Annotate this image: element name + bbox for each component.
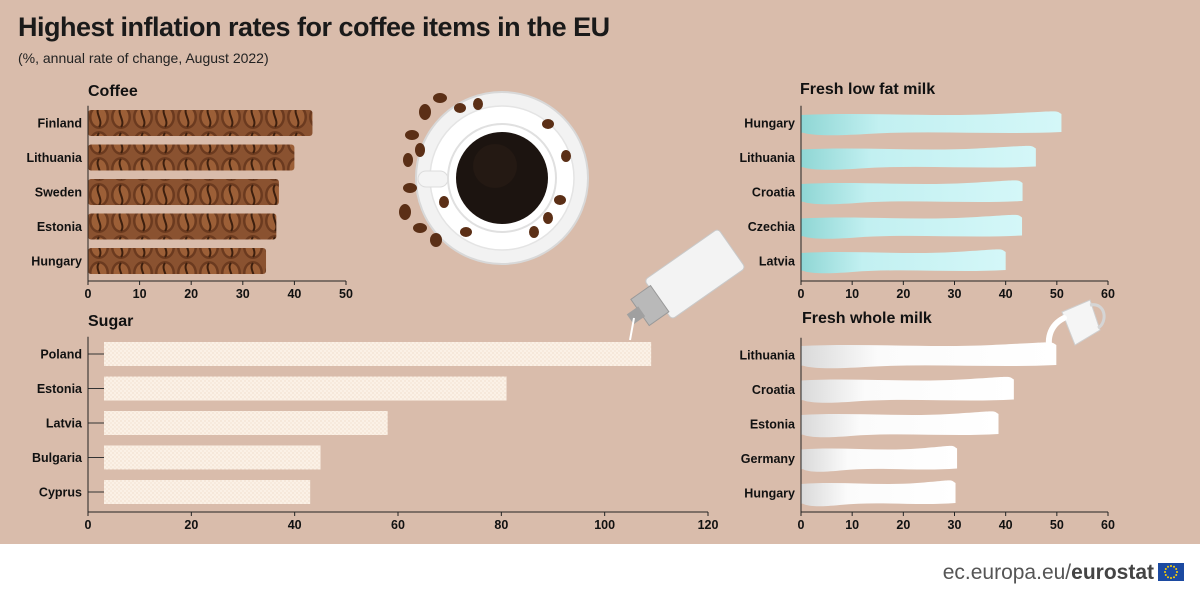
bar-fresh-low-fat-milk-hungary (801, 111, 1062, 136)
category-label-sweden: Sweden (35, 186, 82, 200)
category-label-lithuania: Lithuania (739, 349, 796, 363)
x-tick-label-sugar-100: 100 (594, 518, 615, 532)
category-label-croatia: Croatia (752, 383, 796, 397)
bar-fresh-low-fat-milk-czechia (801, 214, 1023, 239)
category-label-latvia: Latvia (759, 255, 796, 269)
x-tick-label-sugar-60: 60 (391, 518, 405, 532)
bar-fresh-whole-milk-lithuania (801, 342, 1057, 369)
page-subtitle: (%, annual rate of change, August 2022) (18, 50, 269, 66)
category-label-bulgaria: Bulgaria (32, 451, 83, 465)
x-tick-label-fresh-low-fat-milk-40: 40 (999, 287, 1013, 301)
x-tick-label-sugar-120: 120 (698, 518, 719, 532)
category-label-croatia: Croatia (752, 186, 796, 200)
x-tick-label-coffee-20: 20 (184, 287, 198, 301)
x-tick-label-sugar-40: 40 (288, 518, 302, 532)
bar-coffee-lithuania (88, 144, 295, 171)
chart-title-fresh-whole-milk: Fresh whole milk (802, 310, 932, 327)
bar-coffee-hungary (88, 248, 267, 274)
x-tick-label-coffee-50: 50 (339, 287, 353, 301)
category-label-hungary: Hungary (744, 117, 795, 131)
x-tick-label-coffee-40: 40 (287, 287, 301, 301)
category-label-finland: Finland (38, 117, 82, 131)
bar-fresh-whole-milk-estonia (801, 411, 999, 438)
bar-fresh-low-fat-milk-latvia (801, 249, 1006, 274)
sugar-dispenser-illustration (626, 229, 745, 341)
charts-canvas: Coffee Finland Lithuania Sweden Estonia Hunga… (26, 81, 1115, 532)
bar-sugar-bulgaria (104, 445, 321, 470)
chart-coffee: Coffee Finland Lithuania Sweden Estonia Hunga… (26, 83, 353, 301)
category-label-hungary: Hungary (31, 255, 82, 269)
bar-fresh-low-fat-milk-lithuania (801, 145, 1036, 170)
bar-fresh-whole-milk-croatia (801, 376, 1014, 403)
bar-sugar-estonia (104, 376, 507, 401)
eu-stars-icon (1164, 565, 1178, 579)
category-label-poland: Poland (40, 348, 82, 362)
x-tick-label-coffee-10: 10 (133, 287, 147, 301)
footer-source: ec.europa.eu/eurostat (943, 561, 1154, 585)
page-title: Highest inflation rates for coffee items… (18, 12, 610, 42)
category-label-lithuania: Lithuania (26, 151, 83, 165)
x-tick-label-fresh-low-fat-milk-20: 20 (896, 287, 910, 301)
category-label-czechia: Czechia (748, 220, 796, 234)
category-label-estonia: Estonia (37, 382, 83, 396)
category-label-hungary: Hungary (744, 487, 795, 501)
bar-fresh-whole-milk-hungary (801, 480, 956, 507)
chart-title-sugar: Sugar (88, 313, 133, 330)
category-label-cyprus: Cyprus (39, 486, 82, 500)
chart-fresh-whole-milk: Fresh whole milk Lithuania Croatia Estonia G… (739, 310, 1115, 532)
bar-coffee-estonia (88, 213, 277, 240)
eu-flag-icon (1158, 563, 1184, 581)
footer-site: ec.europa.eu/ (942, 561, 1072, 584)
milk-jug-illustration (1045, 299, 1106, 359)
bar-fresh-low-fat-milk-croatia (801, 180, 1023, 205)
x-tick-label-coffee-30: 30 (236, 287, 250, 301)
footer-brand: eurostat (1071, 561, 1154, 584)
category-label-estonia: Estonia (750, 418, 796, 432)
x-tick-label-fresh-low-fat-milk-0: 0 (798, 287, 805, 301)
bar-coffee-sweden (88, 179, 279, 205)
x-tick-label-sugar-20: 20 (184, 518, 198, 532)
bar-sugar-cyprus (104, 480, 311, 504)
x-tick-label-coffee-0: 0 (85, 287, 92, 301)
chart-title-coffee: Coffee (88, 83, 138, 100)
x-tick-label-fresh-whole-milk-10: 10 (845, 518, 859, 532)
x-tick-label-fresh-whole-milk-60: 60 (1101, 518, 1115, 532)
x-tick-label-fresh-whole-milk-30: 30 (948, 518, 962, 532)
x-tick-label-fresh-whole-milk-20: 20 (896, 518, 910, 532)
bar-sugar-latvia (104, 411, 388, 435)
x-tick-label-fresh-whole-milk-0: 0 (798, 518, 805, 532)
x-tick-label-fresh-low-fat-milk-60: 60 (1101, 287, 1115, 301)
category-label-germany: Germany (741, 452, 795, 466)
x-tick-label-fresh-low-fat-milk-50: 50 (1050, 287, 1064, 301)
category-label-estonia: Estonia (37, 220, 83, 234)
x-tick-label-fresh-whole-milk-50: 50 (1050, 518, 1064, 532)
category-label-lithuania: Lithuania (739, 151, 796, 165)
coffee-cup-illustration (399, 91, 589, 265)
x-tick-label-fresh-whole-milk-40: 40 (999, 518, 1013, 532)
chart-title-fresh-low-fat-milk: Fresh low fat milk (800, 81, 935, 98)
bar-coffee-finland (88, 110, 313, 136)
bar-sugar-poland (104, 342, 652, 366)
category-label-latvia: Latvia (46, 417, 83, 431)
bar-fresh-whole-milk-germany (801, 445, 958, 472)
x-tick-label-sugar-80: 80 (494, 518, 508, 532)
x-tick-label-fresh-low-fat-milk-10: 10 (845, 287, 859, 301)
x-tick-label-fresh-low-fat-milk-30: 30 (948, 287, 962, 301)
chart-sugar: Sugar Poland Estonia Latvia Bulgaria Cyprus 0 2… (32, 313, 718, 532)
x-tick-label-sugar-0: 0 (85, 518, 92, 532)
chart-fresh-low-fat-milk: Fresh low fat milk Hungary Lithuania Croati… (739, 81, 1115, 301)
